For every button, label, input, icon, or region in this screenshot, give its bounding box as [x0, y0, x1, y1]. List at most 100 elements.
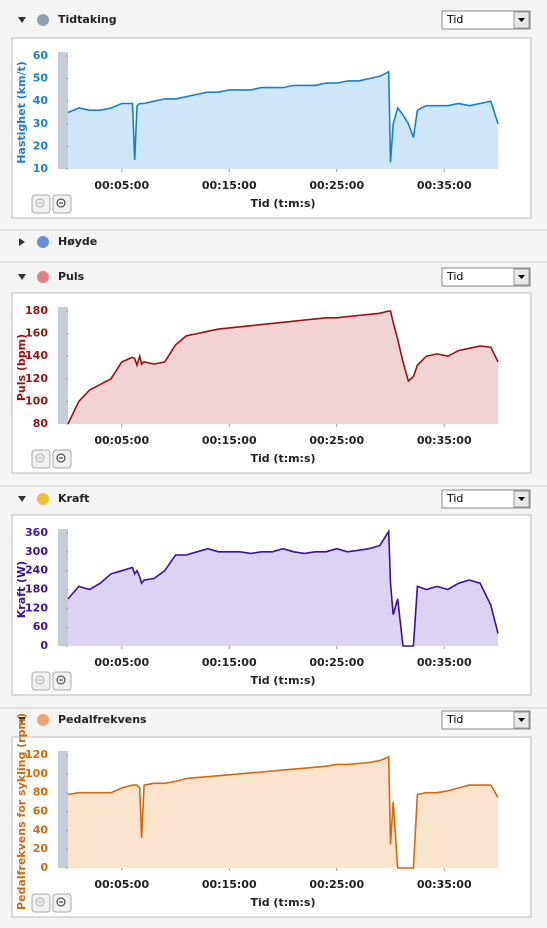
y-tick-label: 140: [25, 349, 48, 362]
data-line: [67, 528, 499, 647]
y-tick-label: 100: [25, 767, 48, 780]
data-line: [67, 310, 499, 425]
dropdown-value: Tid: [446, 492, 463, 505]
x-tick-label: 00:25:00: [309, 656, 364, 669]
area-fill: [68, 71, 498, 169]
x-tick-label: 00:15:00: [202, 656, 257, 669]
collapse-toggle[interactable]: [18, 17, 26, 23]
scroll-strip: [58, 52, 68, 169]
zoom-icon: [35, 675, 45, 685]
x-tick-label: 00:05:00: [94, 179, 149, 192]
y-tick-label: 160: [25, 327, 48, 340]
x-tick-label: 00:05:00: [94, 878, 149, 891]
zoom-out-button[interactable]: [52, 671, 72, 691]
y-tick-label: 100: [25, 394, 48, 407]
section-title[interactable]: Pedalfrekvens: [58, 713, 147, 726]
zoom-in-button[interactable]: [31, 671, 51, 691]
y-tick-label: 360: [25, 526, 48, 539]
zoom-out-button[interactable]: [52, 893, 72, 913]
expand-toggle[interactable]: [19, 238, 25, 246]
zoom-in-button[interactable]: [31, 194, 51, 214]
zoom-in-button[interactable]: [31, 893, 51, 913]
zoom-icon: [56, 198, 66, 208]
x-tick-label: 00:25:00: [309, 878, 364, 891]
y-tick-label: 50: [33, 72, 49, 85]
y-tick-label: 10: [33, 162, 49, 175]
zoom-icon: [56, 453, 66, 463]
area-fill: [68, 756, 498, 868]
section-icon: [37, 493, 49, 505]
y-tick-label: 20: [33, 842, 49, 855]
dropdown-value: Tid: [446, 13, 463, 26]
section-icon: [37, 271, 49, 283]
y-tick-label: 80: [33, 417, 49, 430]
y-axis-label: Hastighet (km/t): [15, 61, 28, 164]
y-tick-label: 120: [25, 372, 48, 385]
y-tick-label: 180: [25, 304, 48, 317]
y-tick-label: 180: [25, 583, 48, 596]
section-title[interactable]: Kraft: [58, 492, 89, 505]
dropdown[interactable]: [441, 489, 531, 509]
area-fill: [68, 311, 498, 424]
area-fill: [68, 531, 498, 646]
dropdown[interactable]: [441, 267, 531, 287]
x-tick-label: 00:35:00: [417, 878, 472, 891]
dropdown-arrow: [518, 497, 525, 501]
y-tick-label: 120: [25, 748, 48, 761]
y-tick-label: 80: [33, 786, 49, 799]
x-tick-label: 00:15:00: [202, 179, 257, 192]
section-title[interactable]: Puls: [58, 270, 85, 283]
scroll-strip: [58, 307, 68, 424]
zoom-out-button[interactable]: [52, 449, 72, 469]
scroll-strip: [58, 751, 68, 868]
y-tick-label: 60: [33, 620, 49, 633]
y-tick-label: 30: [33, 117, 49, 130]
y-tick-label: 0: [40, 861, 48, 874]
dropdown-value: Tid: [446, 270, 463, 283]
dropdown-arrow: [518, 718, 525, 722]
x-tick-label: 00:35:00: [417, 179, 472, 192]
x-tick-label: 00:35:00: [417, 434, 472, 447]
x-tick-label: 00:15:00: [202, 878, 257, 891]
x-tick-label: 00:05:00: [94, 434, 149, 447]
zoom-in-button[interactable]: [31, 449, 51, 469]
y-tick-label: 40: [33, 823, 49, 836]
dropdown-arrow: [518, 18, 525, 22]
x-axis-label: Tid (t:m:s): [250, 197, 315, 210]
x-tick-label: 00:05:00: [94, 656, 149, 669]
zoom-icon: [56, 675, 66, 685]
section-title[interactable]: Tidtaking: [58, 13, 117, 26]
x-tick-label: 00:25:00: [309, 179, 364, 192]
section-icon: [37, 236, 49, 248]
x-tick-label: 00:15:00: [202, 434, 257, 447]
zoom-out-button[interactable]: [52, 194, 72, 214]
dropdown-arrow: [518, 275, 525, 279]
data-line: [67, 755, 499, 869]
zoom-icon: [35, 198, 45, 208]
collapse-toggle[interactable]: [18, 496, 26, 502]
section-icon: [37, 14, 49, 26]
y-tick-label: 300: [25, 545, 48, 558]
collapse-toggle[interactable]: [18, 274, 26, 280]
collapse-toggle[interactable]: [18, 717, 26, 723]
dropdown[interactable]: [441, 710, 531, 730]
y-tick-label: 120: [25, 601, 48, 614]
section-icon: [37, 714, 49, 726]
dropdown[interactable]: [441, 10, 531, 30]
y-tick-label: 60: [33, 49, 49, 62]
y-tick-label: 60: [33, 805, 49, 818]
y-tick-label: 0: [40, 639, 48, 652]
x-axis-label: Tid (t:m:s): [250, 674, 315, 687]
zoom-icon: [35, 897, 45, 907]
x-tick-label: 00:35:00: [417, 656, 472, 669]
data-line: [67, 70, 499, 163]
x-axis-label: Tid (t:m:s): [250, 452, 315, 465]
y-tick-label: 40: [33, 94, 49, 107]
y-tick-label: 20: [33, 139, 49, 152]
zoom-icon: [35, 453, 45, 463]
section-title[interactable]: Høyde: [58, 235, 97, 248]
x-axis-label: Tid (t:m:s): [250, 896, 315, 909]
y-axis-label: Kraft (W): [15, 561, 28, 618]
